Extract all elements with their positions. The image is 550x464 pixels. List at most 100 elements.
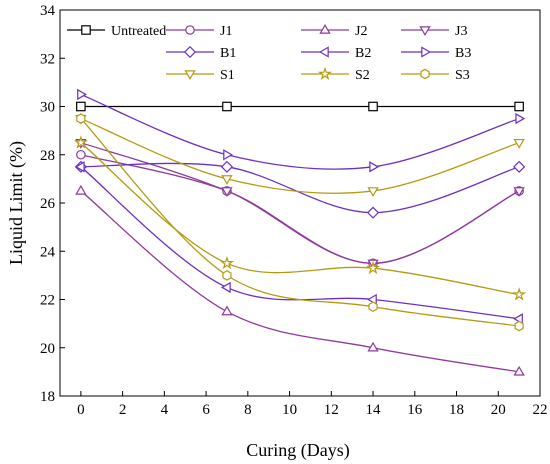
- x-tick-label: 12: [324, 402, 339, 418]
- series-line-j2: [80, 190, 520, 373]
- x-tick-label: 6: [202, 402, 210, 418]
- series-line-j3: [80, 142, 520, 264]
- y-tick-label: 22: [40, 293, 55, 309]
- y-tick-label: 28: [40, 148, 55, 164]
- data-point-b1: [366, 206, 380, 219]
- legend-marker-s1: [184, 70, 196, 81]
- data-point-untreated: [222, 101, 232, 112]
- data-point-j2: [367, 341, 379, 352]
- x-tick-label: 20: [491, 402, 506, 418]
- legend-marker-b3: [421, 46, 432, 58]
- y-tick-label: 30: [40, 100, 55, 116]
- data-point-s3: [514, 320, 524, 332]
- legend-marker-s2: [317, 66, 333, 80]
- legend-label-s3: S3: [455, 68, 470, 83]
- series-line-b3: [80, 93, 520, 170]
- data-point-s1: [513, 138, 525, 149]
- legend-marker-s3: [420, 68, 430, 80]
- legend-item-b3: B3: [401, 46, 471, 61]
- x-axis-ticks: 0 2 4 6 8 10 12 14 16 18 20 22: [77, 391, 548, 418]
- data-point-j1: [76, 149, 86, 160]
- series-line-s2: [80, 142, 520, 296]
- plot-series: [73, 88, 527, 376]
- data-point-b1: [220, 160, 234, 173]
- data-point-b2: [367, 293, 377, 306]
- data-point-s3: [222, 270, 232, 281]
- y-tick-label: 34: [40, 3, 56, 19]
- data-point-untreated: [514, 101, 524, 112]
- y-axis-title: Liquid Limit (%): [6, 141, 27, 265]
- y-tick-label: 26: [40, 196, 56, 212]
- legend-item-b1: B1: [166, 45, 236, 61]
- x-tick-label: 10: [282, 402, 297, 418]
- x-tick-label: 0: [77, 402, 85, 418]
- data-point-untreated: [368, 101, 378, 112]
- x-tick-label: 4: [161, 402, 169, 418]
- data-point-s2: [512, 287, 527, 301]
- x-tick-label: 18: [449, 402, 464, 418]
- data-point-j3: [221, 187, 233, 197]
- legend-item-s2: S2: [301, 66, 370, 83]
- data-point-j2: [513, 365, 525, 376]
- series-untreated: [76, 101, 524, 112]
- series-line-j1: [80, 154, 520, 264]
- series-s1: [75, 114, 525, 197]
- series-s3: [76, 113, 524, 332]
- legend-marker-j2: [319, 23, 331, 34]
- legend-marker-b1: [183, 45, 197, 59]
- legend-item-s1: S1: [166, 68, 235, 83]
- y-tick-label: 20: [40, 341, 55, 357]
- legend-item-b2: B2: [301, 46, 371, 61]
- data-point-b2: [220, 281, 231, 294]
- data-point-b3: [77, 88, 87, 101]
- data-point-s3: [76, 113, 86, 124]
- legend-item-s3: S3: [401, 68, 470, 83]
- legend-marker-j1: [185, 25, 195, 35]
- legend-label-j1: J1: [220, 24, 232, 39]
- x-axis-title: Curing (Days): [246, 440, 349, 461]
- data-point-b3: [369, 161, 380, 173]
- legend-label-s1: S1: [220, 68, 235, 83]
- legend-item-j1: J1: [166, 24, 232, 39]
- data-point-j3: [513, 187, 525, 197]
- data-point-s1: [367, 187, 379, 197]
- legend-label-j3: J3: [455, 24, 467, 39]
- legend-label-s2: S2: [355, 68, 370, 83]
- series-s2: [73, 135, 527, 301]
- data-point-s2: [73, 135, 88, 149]
- legend-marker-j3: [419, 26, 431, 37]
- data-point-j2: [221, 305, 233, 316]
- x-tick-label: 2: [119, 402, 127, 418]
- legend: Untreated J1 J2 J3 B1 B2 B3 S1 S2 S3: [67, 23, 471, 83]
- series-j2: [75, 184, 525, 376]
- data-point-j2: [75, 184, 87, 195]
- data-point-b2: [74, 161, 85, 173]
- series-b1: [74, 160, 526, 219]
- series-line-s1: [80, 117, 520, 194]
- x-tick-label: 14: [366, 402, 382, 418]
- legend-label-b1: B1: [220, 46, 236, 61]
- series-line-b1: [80, 162, 520, 214]
- y-axis-ticks: 18 20 22 24 26 28 30 32 34: [40, 3, 65, 405]
- series-line-b2: [80, 166, 520, 320]
- data-point-s2: [366, 260, 381, 275]
- data-point-b2: [513, 313, 523, 325]
- legend-marker-b2: [318, 46, 329, 58]
- y-tick-label: 32: [40, 51, 55, 67]
- x-tick-label: 16: [407, 402, 423, 418]
- data-point-s2: [219, 255, 234, 270]
- series-b3: [77, 88, 526, 173]
- data-point-b3: [515, 112, 526, 125]
- x-tick-label: 22: [533, 402, 548, 418]
- y-tick-label: 24: [40, 244, 56, 260]
- series-j3: [75, 138, 525, 270]
- legend-item-j2: J2: [301, 23, 367, 39]
- data-point-b1: [513, 160, 526, 173]
- x-tick-label: 8: [244, 402, 252, 418]
- legend-label-untreated: Untreated: [111, 24, 166, 39]
- data-point-untreated: [76, 101, 86, 112]
- series-line-s3: [80, 118, 520, 327]
- legend-marker-untreated: [81, 25, 91, 35]
- legend-label-j2: J2: [355, 24, 367, 39]
